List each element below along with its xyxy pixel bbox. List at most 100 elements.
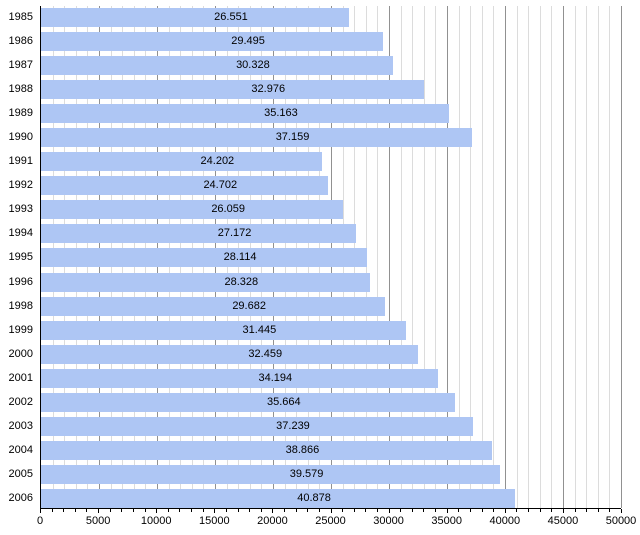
bar-value-label: 40.878 <box>297 491 331 504</box>
x-axis-minor-tick <box>574 509 576 512</box>
minor-gridline <box>481 6 483 508</box>
year-label: 1998 <box>8 299 33 312</box>
x-axis-tick-label: 50000 <box>605 515 637 527</box>
x-axis-tick-label: 15000 <box>199 515 230 527</box>
bar-value-label: 27.172 <box>217 227 252 240</box>
bar: 27.172 <box>41 224 357 244</box>
year-label: 2003 <box>8 419 33 432</box>
minor-gridline <box>377 6 379 508</box>
bar-row: 34.194 <box>41 368 621 388</box>
x-axis-major-tick <box>330 509 332 513</box>
bar-row: 28.114 <box>41 248 621 268</box>
bar-value-label: 28.114 <box>223 251 257 264</box>
bar-value-label: 39.579 <box>289 467 324 480</box>
bar: 32.459 <box>41 344 418 364</box>
bar-row: 24.702 <box>41 176 621 196</box>
x-axis-minor-tick <box>284 509 286 512</box>
year-label: 2002 <box>8 395 33 408</box>
x-axis-tick-label: 45000 <box>547 515 579 527</box>
bar-value-label: 35.664 <box>267 395 301 408</box>
year-label: 1999 <box>8 323 33 336</box>
x-axis-tick-label: 40000 <box>489 515 521 527</box>
x-axis-minor-tick <box>353 509 355 512</box>
year-label: 1992 <box>8 179 33 192</box>
bar-row: 29.682 <box>41 296 621 316</box>
x-axis-minor-tick <box>597 509 599 512</box>
bar: 29.495 <box>41 32 384 52</box>
bar-row: 30.328 <box>41 56 621 76</box>
x-axis-minor-tick <box>132 509 134 512</box>
year-label: 1989 <box>8 107 33 120</box>
bar: 35.163 <box>41 104 449 124</box>
bar-value-label: 28.328 <box>224 275 259 288</box>
x-axis-tick-label: 0 <box>36 515 44 527</box>
year-label: 2005 <box>8 467 33 480</box>
bar: 38.866 <box>41 440 492 460</box>
x-axis-minor-tick <box>458 509 460 512</box>
bar: 31.445 <box>41 320 406 340</box>
x-axis-major-tick <box>504 509 506 513</box>
major-gridline <box>563 6 564 508</box>
minor-gridline <box>435 6 437 508</box>
major-gridline <box>505 6 506 508</box>
bar-value-label: 38.866 <box>285 443 320 456</box>
major-gridline <box>447 6 448 508</box>
bar-value-label: 31.445 <box>242 323 277 336</box>
minor-gridline <box>470 6 472 508</box>
x-axis-minor-tick <box>318 509 320 512</box>
x-axis-minor-tick <box>609 509 611 512</box>
bar: 39.579 <box>41 464 501 484</box>
x-axis-minor-tick <box>202 509 204 512</box>
x-axis-minor-tick <box>342 509 344 512</box>
x-axis-tick-label: 5000 <box>85 515 111 527</box>
x-axis-tick-label: 30000 <box>373 515 404 527</box>
minor-gridline <box>458 6 460 508</box>
bar-row: 28.328 <box>41 272 621 292</box>
bar-value-label: 37.159 <box>275 131 310 144</box>
x-axis-tick-label: 20000 <box>257 515 288 527</box>
year-label: 2001 <box>8 371 33 384</box>
x-axis-major-tick <box>562 509 564 513</box>
bar: 24.702 <box>41 176 328 196</box>
minor-gridline <box>574 6 576 508</box>
x-axis-minor-tick <box>539 509 541 512</box>
bar-row: 37.239 <box>41 416 621 436</box>
x-axis-minor-tick <box>307 509 309 512</box>
x-axis-minor-tick <box>469 509 471 512</box>
bar: 28.114 <box>41 248 368 268</box>
plot-area: 26.551 29.495 30.328 32.976 35.163 37.159 24.2… <box>40 6 622 509</box>
minor-gridline <box>551 6 553 508</box>
x-axis-minor-tick <box>167 509 169 512</box>
x-axis-minor-tick <box>516 509 518 512</box>
x-axis-major-tick <box>40 509 41 513</box>
year-label: 2004 <box>8 443 33 456</box>
year-label: 1991 <box>8 155 33 168</box>
minor-gridline <box>597 6 599 508</box>
bar-row: 39.579 <box>41 464 621 484</box>
bar: 26.551 <box>41 8 349 27</box>
x-axis-minor-tick <box>376 509 378 512</box>
bars: 26.551 29.495 30.328 32.976 35.163 37.159 24.2… <box>41 8 621 508</box>
bar-value-label: 32.976 <box>251 83 286 96</box>
bar-row: 32.459 <box>41 344 621 364</box>
bar: 37.239 <box>41 416 473 436</box>
bar-value-label: 24.202 <box>200 155 235 168</box>
bar-value-label: 29.682 <box>232 299 266 312</box>
year-label: 1986 <box>8 35 33 48</box>
minor-gridline <box>516 6 518 508</box>
x-axis-minor-tick <box>249 509 251 512</box>
x-axis-minor-tick <box>225 509 227 512</box>
x-axis-major-tick <box>446 509 448 513</box>
x-axis-minor-tick <box>51 509 53 512</box>
bar-row: 26.059 <box>41 200 621 220</box>
x-axis-minor-tick <box>400 509 402 512</box>
minor-gridline <box>423 6 425 508</box>
bar: 35.664 <box>41 392 455 412</box>
bar-value-label: 26.551 <box>214 11 248 23</box>
bar-row: 31.445 <box>41 320 621 340</box>
bar-row: 24.202 <box>41 152 621 172</box>
x-axis-minor-tick <box>86 509 88 512</box>
x-axis-major-tick <box>272 509 274 513</box>
bar-row: 26.551 <box>41 8 621 27</box>
